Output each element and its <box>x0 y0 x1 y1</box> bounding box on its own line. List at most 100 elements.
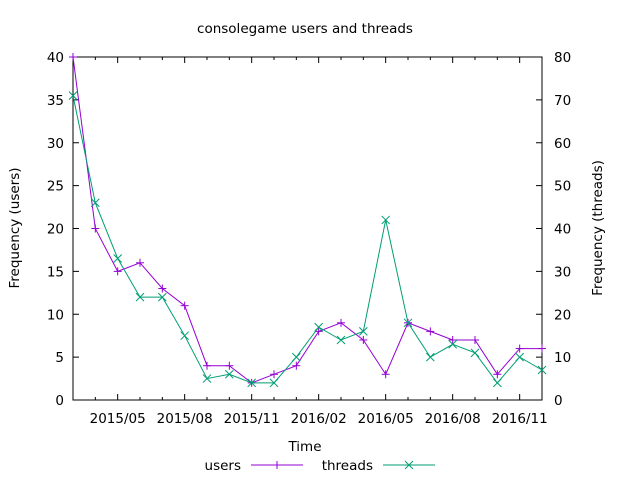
y-tick-label-right: 50 <box>554 179 571 195</box>
x-tick-label: 2016/08 <box>425 411 481 427</box>
y-tick-label-left: 20 <box>47 222 64 238</box>
data-point-threads <box>269 378 279 388</box>
x-axis-label: Time <box>287 439 321 455</box>
data-point-threads-d2 <box>224 369 234 379</box>
data-point-users <box>69 53 77 61</box>
data-point-threads-d2 <box>135 292 145 302</box>
data-point-threads <box>425 352 435 362</box>
data-point-users <box>448 335 457 344</box>
y-tick-label-left: 10 <box>47 307 64 323</box>
data-point-threads-d2 <box>425 352 435 362</box>
data-point-users <box>359 335 368 344</box>
data-point-users <box>337 318 345 327</box>
data-point-users <box>538 344 546 353</box>
y-axis-label-left: Frequency (users) <box>7 167 23 288</box>
data-point-threads <box>314 322 324 332</box>
y-tick-label-left: 0 <box>55 393 64 409</box>
x-tick-label: 2015/08 <box>157 411 213 427</box>
x-tick-label: 2015/05 <box>90 411 146 427</box>
x-tick-label: 2016/02 <box>291 411 347 427</box>
legend-item-users: users <box>205 458 303 474</box>
data-point-threads-d2 <box>515 352 525 362</box>
legend-label: users <box>205 458 241 474</box>
data-point-users <box>113 267 122 276</box>
y-tick-label-right: 30 <box>554 264 571 280</box>
series-line-users <box>72 56 542 384</box>
data-point-threads <box>336 335 346 345</box>
data-point-users <box>136 258 144 267</box>
y-axis-label-right: Frequency (threads) <box>590 160 606 296</box>
data-point-threads-d2 <box>492 378 502 388</box>
y-tick-label-left: 35 <box>47 93 64 109</box>
data-point-threads-d2 <box>403 318 413 328</box>
data-point-threads-d2 <box>314 322 324 332</box>
data-point-threads <box>135 292 145 302</box>
data-point-users <box>158 284 167 293</box>
y-tick-label-left: 15 <box>47 264 64 280</box>
chart-title: consolegame users and threads <box>197 21 413 37</box>
data-point-threads <box>90 198 100 208</box>
legend-marker-threads-d2 <box>404 460 414 470</box>
y-tick-label-right: 10 <box>554 350 571 366</box>
y-tick-label-right: 70 <box>554 93 571 109</box>
data-point-threads <box>537 365 547 375</box>
data-point-threads-d2 <box>291 352 301 362</box>
data-point-threads-d2 <box>358 327 368 336</box>
data-point-threads <box>470 348 480 358</box>
data-point-threads-d2 <box>68 91 78 100</box>
data-point-threads-d2 <box>448 339 458 349</box>
data-point-threads <box>403 318 413 328</box>
data-point-threads-d2 <box>90 198 100 208</box>
data-point-threads-d2 <box>336 335 346 345</box>
y-tick-label-right: 20 <box>554 307 571 323</box>
x-tick-label: 2016/05 <box>358 411 414 427</box>
data-point-users <box>426 327 435 336</box>
data-point-users <box>91 224 100 233</box>
x-tick-label: 2015/11 <box>224 411 280 427</box>
data-point-users <box>203 361 211 370</box>
data-point-threads <box>224 369 234 379</box>
y-tick-label-left: 5 <box>55 350 64 366</box>
axes: 0 5 10 15 20 25 30 35 40 0 10 20 30 40 50 60 70 80 2015/05… <box>47 50 571 427</box>
y-tick-label-left: 25 <box>47 179 64 195</box>
plot-area <box>68 53 547 388</box>
data-point-threads <box>157 292 167 302</box>
data-point-threads-d2 <box>247 378 257 388</box>
data-point-users <box>225 361 234 370</box>
data-point-threads <box>291 352 301 362</box>
data-point-threads-d2 <box>470 348 480 358</box>
data-point-threads-d2 <box>157 292 167 302</box>
data-point-users <box>180 301 189 310</box>
data-point-threads <box>492 378 502 388</box>
series-line-threads <box>72 95 543 384</box>
y-tick-label-right: 80 <box>554 50 571 66</box>
data-point-threads-d2 <box>269 378 279 388</box>
data-point-threads <box>202 374 212 383</box>
x-tick-label: 2016/11 <box>492 411 548 427</box>
data-point-threads <box>68 91 78 100</box>
data-point-threads-d2 <box>202 374 212 383</box>
legend: users threads <box>205 458 435 474</box>
legend-label: threads <box>322 458 373 474</box>
data-point-threads <box>358 327 368 336</box>
y-tick-label-left: 30 <box>47 136 64 152</box>
data-point-threads-d2 <box>113 254 123 263</box>
data-point-threads-d2 <box>381 215 391 225</box>
data-point-threads <box>247 378 257 388</box>
data-point-users <box>381 370 390 379</box>
data-point-threads-d2 <box>537 365 547 375</box>
legend-marker-users <box>273 461 281 469</box>
data-point-threads <box>113 254 123 263</box>
y-tick-label-left: 40 <box>47 50 64 66</box>
data-point-threads-d2 <box>180 331 190 341</box>
data-point-users <box>471 335 479 344</box>
data-point-users <box>515 344 524 353</box>
y-tick-label-right: 60 <box>554 136 571 152</box>
data-point-users <box>493 370 502 379</box>
legend-item-threads: threads <box>322 458 435 474</box>
data-point-users <box>270 370 278 379</box>
y-tick-label-right: 40 <box>554 222 571 238</box>
legend-marker-threads <box>404 460 414 470</box>
data-point-threads <box>381 215 391 225</box>
